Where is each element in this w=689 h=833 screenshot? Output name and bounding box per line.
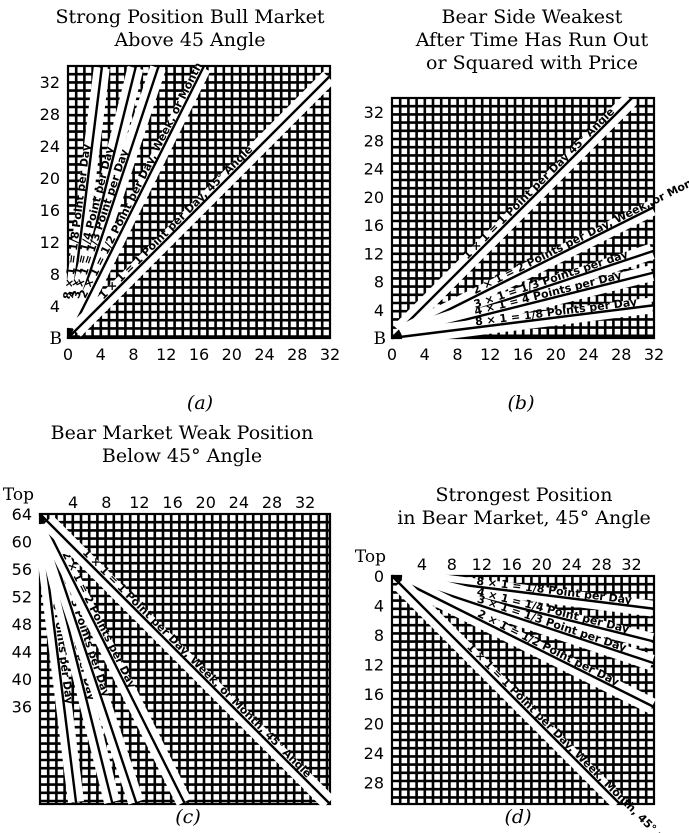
panel-c-title-line-1: Bear Market Weak Position xyxy=(50,422,314,444)
x-tick-label: 32 xyxy=(295,493,315,512)
x-tick-label: 20 xyxy=(196,493,216,512)
x-tick-label: 20 xyxy=(222,345,242,364)
x-tick-label: 12 xyxy=(472,555,492,574)
y-tick-label: 24 xyxy=(40,137,60,156)
angle-line-stroke xyxy=(38,513,187,805)
x-tick-label: 28 xyxy=(591,555,611,574)
y-tick-label: 20 xyxy=(364,188,384,207)
y-tick-label: 52 xyxy=(12,588,32,607)
y-tick-label: 8 xyxy=(374,626,384,645)
x-tick-label: 12 xyxy=(156,345,176,364)
x-tick-label: 0 xyxy=(387,345,397,364)
angle-line-stroke xyxy=(39,513,331,805)
x-tick-label: 24 xyxy=(229,493,249,512)
x-tick-label: 8 xyxy=(447,555,457,574)
x-tick-label: 24 xyxy=(254,345,274,364)
y-tick-label: 20 xyxy=(364,715,384,734)
y-tick-label: 56 xyxy=(12,560,32,579)
x-tick-label: 16 xyxy=(189,345,209,364)
x-tick-label: 28 xyxy=(287,345,307,364)
panel-c-title: Bear Market Weak Position Below 45° Angl… xyxy=(22,422,342,468)
x-tick-label: 28 xyxy=(262,493,282,512)
y-tick-label: 12 xyxy=(40,233,60,252)
y-tick-label: 48 xyxy=(12,615,32,634)
y-tick-label: 16 xyxy=(364,685,384,704)
x-tick-label: 32 xyxy=(644,345,664,364)
corner-label: Top xyxy=(355,547,386,567)
x-tick-label: 4 xyxy=(96,345,106,364)
x-tick-label: 32 xyxy=(621,555,641,574)
y-tick-label: 12 xyxy=(364,656,384,675)
y-tick-label: 20 xyxy=(40,169,60,188)
angle-line-stroke xyxy=(67,75,331,339)
angle-line-stroke xyxy=(391,304,655,340)
x-tick-label: 4 xyxy=(420,345,430,364)
panel-d-title-line-1: Strongest Position xyxy=(435,484,613,506)
y-tick-label: 32 xyxy=(40,73,60,92)
panel-b-title-line-2: After Time Has Run Out xyxy=(415,29,649,51)
y-tick-label: 16 xyxy=(364,216,384,235)
y-tick-label: 64 xyxy=(12,505,32,524)
y-tick-label: 4 xyxy=(374,597,384,616)
x-tick-label: 8 xyxy=(128,345,138,364)
x-tick-label: 12 xyxy=(480,345,500,364)
y-tick-label: 8 xyxy=(374,273,384,292)
x-tick-label: 16 xyxy=(513,345,533,364)
y-tick-label: 24 xyxy=(364,744,384,763)
x-tick-label: 8 xyxy=(452,345,462,364)
x-tick-label: 28 xyxy=(611,345,631,364)
y-tick-label: 32 xyxy=(364,103,384,122)
x-tick-label: 32 xyxy=(320,345,340,364)
y-tick-label: 4 xyxy=(374,301,384,320)
x-tick-label: 0 xyxy=(63,345,73,364)
angle-line-stroke xyxy=(66,65,206,339)
panel-d-title: Strongest Position in Bear Market, 45° A… xyxy=(374,484,674,530)
angle-line-stroke xyxy=(391,574,655,709)
panel-d-caption: (d) xyxy=(504,806,532,828)
x-tick-label: 20 xyxy=(546,345,566,364)
panel-c-caption: (c) xyxy=(175,806,201,828)
panel-b-title-line-1: Bear Side Weakest xyxy=(441,6,623,28)
panel-b-caption: (b) xyxy=(507,392,535,414)
y-tick-label: 40 xyxy=(12,670,32,689)
y-tick-label: 16 xyxy=(40,201,60,220)
y-tick-label: 44 xyxy=(12,643,32,662)
y-tick-label: 24 xyxy=(364,160,384,179)
x-tick-label: 8 xyxy=(101,493,111,512)
y-tick-label: 12 xyxy=(364,244,384,263)
y-tick-label: 8 xyxy=(50,265,60,284)
panel-b-title: Bear Side Weakest After Time Has Run Out… xyxy=(382,6,682,75)
y-tick-label: 60 xyxy=(12,533,32,552)
corner-label: B xyxy=(50,329,63,349)
x-tick-label: 4 xyxy=(68,493,78,512)
angle-line-stroke xyxy=(391,97,633,339)
angle-line-stroke xyxy=(391,575,621,805)
x-tick-label: 12 xyxy=(129,493,149,512)
y-tick-label: 28 xyxy=(40,105,60,124)
x-tick-label: 20 xyxy=(532,555,552,574)
panel-d-title-line-2: in Bear Market, 45° Angle xyxy=(397,507,651,529)
x-tick-label: 16 xyxy=(502,555,522,574)
x-tick-label: 16 xyxy=(162,493,182,512)
x-tick-label: 24 xyxy=(578,345,598,364)
panel-c-title-line-2: Below 45° Angle xyxy=(101,445,263,467)
panel-a-caption: (a) xyxy=(186,392,214,414)
panel-a-title-line-2: Above 45 Angle xyxy=(114,29,266,51)
y-tick-label: 36 xyxy=(12,698,32,717)
y-tick-label: 28 xyxy=(364,774,384,793)
panel-a-title: Strong Position Bull Market Above 45 Ang… xyxy=(40,6,340,52)
x-tick-label: 24 xyxy=(561,555,581,574)
panel-b-title-line-3: or Squared with Price xyxy=(426,52,638,74)
y-tick-label: 4 xyxy=(50,297,60,316)
x-tick-label: 4 xyxy=(417,555,427,574)
panel-a-title-line-1: Strong Position Bull Market xyxy=(55,6,325,28)
y-tick-label: 28 xyxy=(364,131,384,150)
corner-label: B xyxy=(374,329,387,349)
corner-label: Top xyxy=(3,485,34,505)
y-tick-label: 0 xyxy=(374,567,384,586)
